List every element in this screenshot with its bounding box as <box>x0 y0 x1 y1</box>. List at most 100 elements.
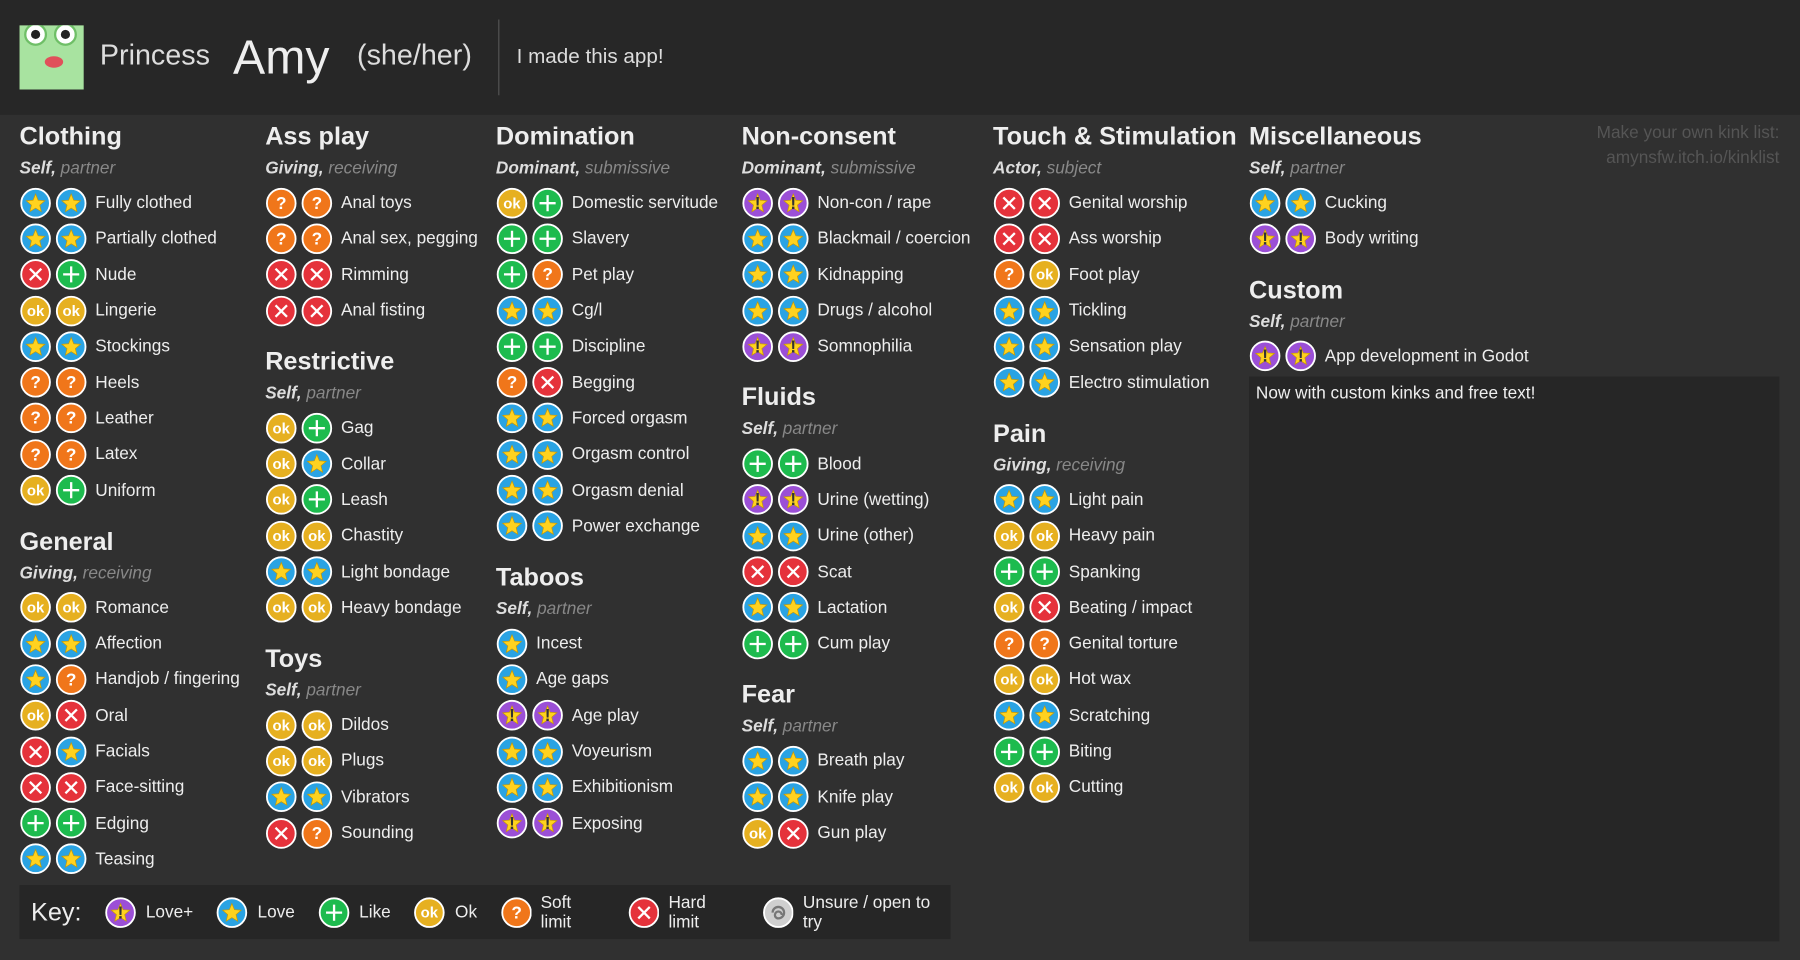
kink-row: !! Non-con / rape <box>742 185 971 221</box>
kink-label: Fully clothed <box>95 193 192 213</box>
icon-glyph: ? <box>1039 633 1050 653</box>
icon-star <box>1034 372 1055 392</box>
rating-icon: ? <box>301 187 333 219</box>
icon-glyph: ! <box>509 705 515 725</box>
kink-row: ok Leash <box>265 482 478 518</box>
icon-star <box>783 264 804 284</box>
kink-row: Cg/l <box>496 293 718 329</box>
icon-star <box>271 561 292 581</box>
icon-star <box>537 741 558 761</box>
icon-bg <box>1029 664 1060 695</box>
icon-glyph: ok <box>503 195 521 212</box>
promo-link[interactable]: amynsfw.itch.io/kinklist <box>1606 148 1780 168</box>
rating-icon: ! <box>1249 223 1281 254</box>
subtitle-first: Self, <box>741 716 778 737</box>
rating-icon: ? <box>532 259 563 290</box>
rating-icon: ok <box>1029 664 1060 695</box>
icon-bg <box>20 474 51 506</box>
kink-label: Light bondage <box>340 561 451 582</box>
icon-glyph: ok <box>27 600 45 617</box>
kink-row: ok ok Dildos <box>265 707 478 743</box>
icon-star <box>747 264 768 284</box>
rating-icon <box>20 259 51 290</box>
rating-icon <box>1285 187 1316 219</box>
rating-icon <box>496 295 528 326</box>
rating-icon: ? <box>993 259 1025 290</box>
icon-star <box>537 300 558 320</box>
icon-bg <box>265 592 297 623</box>
rating-icon: ok <box>301 709 333 741</box>
icon-glyph: ! <box>1298 228 1304 248</box>
rating-icon <box>496 628 528 659</box>
icon-bg <box>993 520 1025 552</box>
rating-icon <box>993 700 1025 731</box>
icon-cross <box>274 268 288 282</box>
rating-icon <box>777 817 809 849</box>
kink-row: ?? Heels <box>20 364 240 400</box>
key-label: Like <box>359 902 391 922</box>
section-subtitle: Giving, receiving <box>20 558 240 590</box>
icon-cross <box>310 268 324 282</box>
icon-star <box>783 750 804 771</box>
icon-star <box>1034 705 1055 725</box>
kink-row: ?? Latex <box>20 436 240 472</box>
section-subtitle: Dominant, submissive <box>496 153 718 185</box>
rating-icon <box>742 448 773 480</box>
rating-icon <box>993 367 1025 398</box>
rating-icon: ? <box>993 628 1025 659</box>
icon-star <box>501 408 523 428</box>
icon-star <box>537 480 558 500</box>
kink-label: Scratching <box>1068 705 1151 726</box>
subtitle-second: subject <box>1046 158 1102 178</box>
icon-star <box>25 192 46 212</box>
rating-icon <box>55 736 87 767</box>
rating-icon: ! <box>742 187 773 219</box>
subtitle-first: Self, <box>265 680 302 701</box>
rating-icon: ! <box>532 700 563 731</box>
rating-icon <box>496 439 528 470</box>
icon-glyph: ? <box>312 192 323 212</box>
rating-icon <box>265 817 297 849</box>
kink-row: Voyeurism <box>496 733 718 769</box>
section-subtitle: Self, partner <box>265 675 478 707</box>
kink-label: Romance <box>95 597 169 618</box>
rating-icon: ok <box>301 520 333 552</box>
icon-star <box>25 633 46 653</box>
rating-icon <box>20 664 51 695</box>
kink-row: Face-sitting <box>20 769 240 805</box>
rating-icon: ? <box>20 439 51 470</box>
icon-star <box>783 300 804 320</box>
icon-star <box>501 813 523 833</box>
key-item: ok Ok <box>414 896 477 928</box>
icon-star <box>747 336 768 356</box>
kink-row: Nude <box>20 257 240 293</box>
section-subtitle: Self, partner <box>496 593 718 625</box>
rating-icon <box>496 331 528 362</box>
section: Miscellaneous Self, partner Cucking!! Body … <box>1249 121 1779 257</box>
icon-glyph: ok <box>273 753 291 770</box>
kink-label: Leash <box>340 490 388 510</box>
section-title: Ass play <box>265 121 370 151</box>
rating-icon <box>1029 187 1060 219</box>
subtitle-first: Dominant, <box>741 158 826 178</box>
icon-glyph: ! <box>755 192 761 212</box>
kink-row: Edging <box>20 805 240 841</box>
kink-label: Genital torture <box>1068 633 1178 654</box>
column: Domination Dominant, submissive ok Domestic… <box>496 121 718 859</box>
rating-icon <box>777 259 809 290</box>
section-subtitle: Self, partner <box>742 711 971 743</box>
rating-icon <box>55 772 87 803</box>
icon-star <box>783 228 804 248</box>
icon-star <box>1034 300 1055 320</box>
icon-star <box>501 669 523 689</box>
kink-row: ?? Leather <box>20 400 240 436</box>
rating-icon <box>55 628 87 659</box>
rating-icon: ok <box>265 592 297 623</box>
icon-bg <box>301 223 333 254</box>
icon-bg <box>301 745 333 777</box>
rating-icon <box>1029 295 1060 326</box>
icon-star <box>783 786 804 807</box>
kink-label: Uniform <box>95 480 156 500</box>
custom-text: Now with custom kinks and free text! <box>1249 376 1780 942</box>
